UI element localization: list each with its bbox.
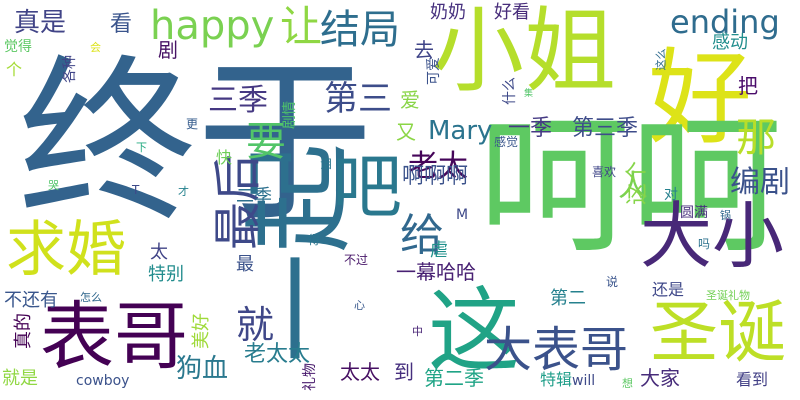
word: 泪 [320,157,333,171]
word: 奶奶 [430,2,466,23]
word: 会 [90,41,101,54]
word: 让 [280,2,323,51]
word: Mary [428,116,493,146]
word: 真是 [14,8,67,38]
word: 看 [110,12,133,37]
word: 最 [236,254,254,275]
word: 一幕哈哈 [396,260,476,284]
word: 那 [736,115,776,161]
word: 剧情 [282,101,298,129]
word: 感动 [712,32,748,53]
word: ending [670,3,780,41]
word: 太太 [340,360,380,384]
word: 各种 [62,55,78,83]
word: 集 [524,89,534,99]
word: 想 [622,377,633,390]
word: happy [150,3,275,49]
word: 说 [606,275,619,289]
word: 更 [186,117,199,131]
word: 到 [394,360,414,384]
word: 第二季 [424,366,484,390]
word: 大小 [640,194,785,278]
word: 快 [216,148,233,167]
word: 第二 [550,288,586,309]
word: 哭 [48,179,59,192]
word: 圣诞 [650,294,787,373]
word: 真的 [13,313,34,349]
word: 剧 [158,38,178,62]
word: 觉得 [4,39,32,55]
word: 去 [414,38,434,62]
word: 要 [246,119,286,165]
word: 可爱 [426,57,442,85]
word: cowboy [76,373,130,389]
word: 对 [664,187,678,203]
word: 太 [150,242,168,263]
word: 圣诞礼物 [706,289,750,302]
word: 吧 [332,146,402,228]
word: 老太 [408,149,468,184]
word: 美好 [191,313,212,349]
word: 这个 [625,160,651,206]
word: 特辑 [540,370,573,389]
word: M [456,207,469,223]
word: 编剧 [730,165,790,200]
word: 特别 [148,264,184,285]
word: 感觉 [494,135,519,149]
word: 下 [136,141,147,154]
word: 狗血 [176,354,229,384]
word: 求婚 [6,215,126,285]
word: 第三 [324,79,392,119]
word: 这么 [654,48,668,71]
word: 个 [6,60,23,79]
word: 还是 [652,280,685,299]
word: 爱 [400,88,420,112]
word: 才 [178,185,189,198]
word: 一季 [508,116,553,141]
word: 得 [308,233,321,247]
word: 喜欢 [592,165,617,179]
word: 啊啊啊 [402,164,469,189]
word: 小姐 [432,0,617,105]
word: 大表哥 [484,322,629,378]
word: 中 [412,325,423,338]
word: 看到 [736,370,769,389]
word: T [132,183,140,197]
word: 表哥 [40,294,188,380]
word: 好 [648,37,753,159]
word: 虐 [430,240,448,261]
word: 不还有 [4,290,58,311]
word: will [572,373,596,389]
word: 呵呵 [478,97,782,274]
word: 二季 [236,186,272,207]
word: 不过 [344,253,369,267]
word: 这 [428,278,521,385]
word: 怎么 [80,291,102,304]
word: 第三季 [572,116,639,141]
word: 人 [618,169,648,204]
word: 心 [354,299,365,312]
word: 大家 [640,366,680,390]
word: 就是 [2,368,38,389]
word: 终于 [18,39,374,246]
word: 锅 [720,209,731,222]
word: 结局 [320,7,400,53]
word: 又 [396,120,416,144]
word: 三季 [208,83,268,118]
word: 吗 [698,237,711,251]
word: 圆满 [680,205,708,221]
word: 给 [400,210,444,261]
word: 把 [738,74,758,98]
word: 礼物 [302,363,318,391]
word: 好看 [494,2,530,23]
word: 就 [236,303,275,347]
word: 什么 [502,77,518,105]
word: 老太太 [244,342,311,367]
